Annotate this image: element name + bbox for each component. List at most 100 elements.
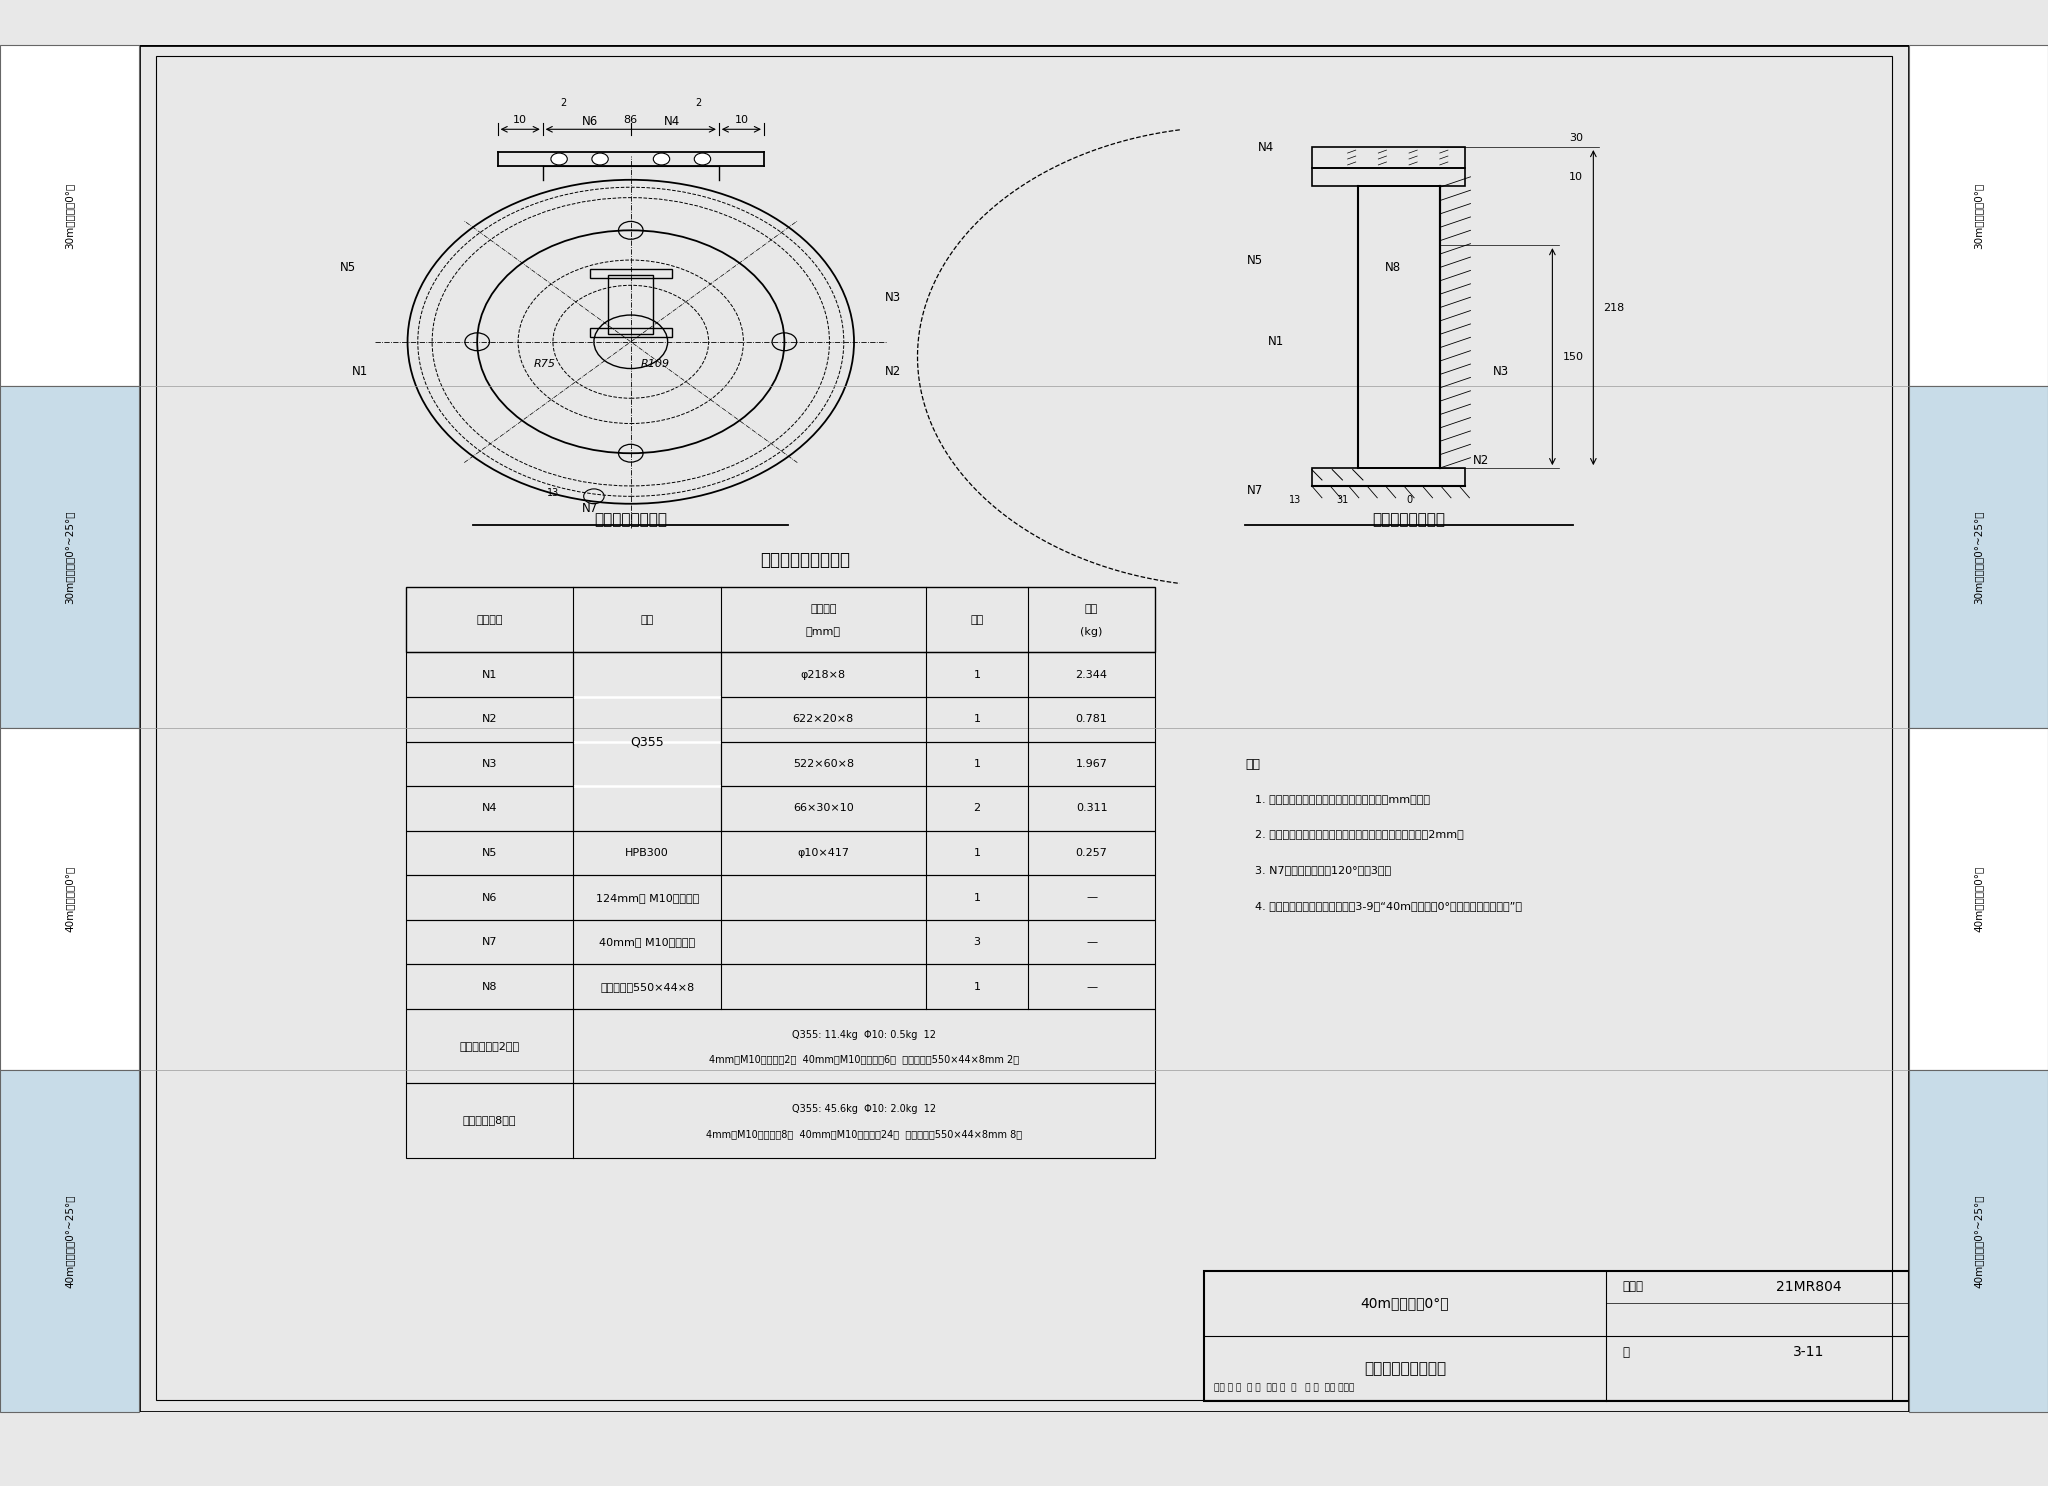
FancyBboxPatch shape xyxy=(0,728,139,1070)
Text: —: — xyxy=(1085,893,1098,902)
Text: 1. 本图尺寸除特殊说明外，其余均以毫米（mm）计；: 1. 本图尺寸除特殊说明外，其余均以毫米（mm）计； xyxy=(1255,794,1430,804)
FancyBboxPatch shape xyxy=(0,1070,139,1412)
FancyBboxPatch shape xyxy=(1909,386,2048,728)
Text: 数量: 数量 xyxy=(971,615,983,624)
Circle shape xyxy=(551,153,567,165)
Text: N5: N5 xyxy=(481,849,498,857)
Circle shape xyxy=(694,153,711,165)
Text: Q355: 45.6kg  Φ10: 2.0kg  12: Q355: 45.6kg Φ10: 2.0kg 12 xyxy=(793,1104,936,1114)
Text: 30: 30 xyxy=(1569,134,1583,143)
Text: R75: R75 xyxy=(535,360,555,369)
Text: N1: N1 xyxy=(481,670,498,679)
Text: 0.781: 0.781 xyxy=(1075,715,1108,724)
Bar xyxy=(406,831,1155,875)
Text: 波腹板检查孔构造图: 波腹板检查孔构造图 xyxy=(1364,1361,1446,1376)
Bar xyxy=(406,786,1155,831)
Text: 4. 检查孔构置位置详见本图集第3-9页“40m跨（斜度0°）主梁波腹板构造图”。: 4. 检查孔构置位置详见本图集第3-9页“40m跨（斜度0°）主梁波腹板构造图”… xyxy=(1255,901,1522,911)
Text: N4: N4 xyxy=(481,804,498,813)
Text: 2. 锂板焊接采用贴角焊缝，焊脚高度为较薄板件厚度减去2mm；: 2. 锂板焊接采用贴角焊缝，焊脚高度为较薄板件厚度减去2mm； xyxy=(1255,829,1464,840)
Text: 0.311: 0.311 xyxy=(1075,804,1108,813)
Text: N1: N1 xyxy=(1268,336,1284,348)
Text: φ10×417: φ10×417 xyxy=(797,849,850,857)
Text: N3: N3 xyxy=(885,291,901,303)
Text: 审核 余 光  金 龙  校对 蒋  华   海 中  设计 郭夫农: 审核 余 光 金 龙 校对 蒋 华 海 中 设计 郭夫农 xyxy=(1214,1383,1354,1392)
Text: 1: 1 xyxy=(973,759,981,768)
Text: 13: 13 xyxy=(1290,495,1300,505)
Text: 86: 86 xyxy=(625,114,637,125)
Text: N4: N4 xyxy=(1257,141,1274,153)
Text: 1: 1 xyxy=(973,849,981,857)
Text: φ218×8: φ218×8 xyxy=(801,670,846,679)
Bar xyxy=(1311,147,1464,168)
Bar xyxy=(1204,1271,1909,1401)
Text: N8: N8 xyxy=(1384,262,1401,273)
Text: N2: N2 xyxy=(1473,455,1489,467)
Text: N3: N3 xyxy=(1493,366,1509,377)
Text: 图集号: 图集号 xyxy=(1622,1281,1642,1293)
Text: N2: N2 xyxy=(885,366,901,377)
Text: 10: 10 xyxy=(514,114,526,125)
Text: 0: 0 xyxy=(1407,495,1411,505)
Bar xyxy=(406,587,1155,652)
Text: 页: 页 xyxy=(1622,1346,1628,1358)
Text: 218: 218 xyxy=(1604,303,1624,312)
Text: 31: 31 xyxy=(1337,495,1348,505)
Bar xyxy=(406,742,1155,786)
Text: N7: N7 xyxy=(481,938,498,947)
Text: Q355: 11.4kg  Φ10: 0.5kg  12: Q355: 11.4kg Φ10: 0.5kg 12 xyxy=(793,1030,936,1040)
Text: 单片架合计（2个）: 单片架合计（2个） xyxy=(459,1042,520,1051)
Text: 2: 2 xyxy=(973,804,981,813)
Text: N7: N7 xyxy=(1247,484,1264,496)
Text: 材料编号: 材料编号 xyxy=(477,615,502,624)
Text: HPB300: HPB300 xyxy=(625,849,670,857)
Text: N6: N6 xyxy=(582,116,598,128)
Text: 13: 13 xyxy=(547,489,559,498)
Text: 21MR804: 21MR804 xyxy=(1776,1279,1841,1294)
Text: 3: 3 xyxy=(973,938,981,947)
Text: 1: 1 xyxy=(973,670,981,679)
Text: N6: N6 xyxy=(481,893,498,902)
Text: N5: N5 xyxy=(1247,254,1264,266)
Bar xyxy=(608,275,653,334)
Text: 150: 150 xyxy=(1563,352,1583,361)
Text: N1: N1 xyxy=(352,366,369,377)
Bar xyxy=(1311,468,1464,486)
Text: 0.257: 0.257 xyxy=(1075,849,1108,857)
Text: 2: 2 xyxy=(694,98,702,108)
Text: (kg): (kg) xyxy=(1081,627,1102,636)
Text: —: — xyxy=(1085,982,1098,991)
Text: 10: 10 xyxy=(1569,172,1583,181)
Text: 1: 1 xyxy=(973,715,981,724)
Text: 30m跨（斜度0°）: 30m跨（斜度0°） xyxy=(1974,183,1982,248)
Circle shape xyxy=(592,153,608,165)
FancyBboxPatch shape xyxy=(1909,45,2048,386)
FancyBboxPatch shape xyxy=(1909,1070,2048,1412)
Text: 4mm长M10普通螺栋8套  40mm长M10普通螺栋24套  密封橡胶条550×44×8mm 8个: 4mm长M10普通螺栋8套 40mm长M10普通螺栋24套 密封橡胶条550×4… xyxy=(707,1129,1022,1138)
Text: 波腹板检查孔数量表: 波腹板检查孔数量表 xyxy=(760,551,850,569)
Text: 40mm长 M10普通螺栋: 40mm长 M10普通螺栋 xyxy=(600,938,694,947)
FancyBboxPatch shape xyxy=(0,45,139,386)
Text: N5: N5 xyxy=(340,262,356,273)
Text: 密封橡胶条550×44×8: 密封橡胶条550×44×8 xyxy=(600,982,694,991)
Text: N3: N3 xyxy=(481,759,498,768)
Bar xyxy=(1311,168,1464,186)
Text: 材料规格: 材料规格 xyxy=(811,605,836,614)
Circle shape xyxy=(653,153,670,165)
Text: 3. N7螺栋按径向角度120°设罩3处；: 3. N7螺栋按径向角度120°设罩3处； xyxy=(1255,865,1391,875)
Text: 检查孔构造图立面: 检查孔构造图立面 xyxy=(594,513,668,528)
Bar xyxy=(406,652,1155,697)
Text: 30m跨（斜度0°~25°）: 30m跨（斜度0°~25°） xyxy=(1974,511,1982,603)
Text: 622×20×8: 622×20×8 xyxy=(793,715,854,724)
Text: 40m跨（斜度0°）: 40m跨（斜度0°） xyxy=(1974,866,1982,932)
Bar xyxy=(406,1083,1155,1158)
Text: 1: 1 xyxy=(973,982,981,991)
Text: 30m跨（斜度0°）: 30m跨（斜度0°） xyxy=(66,183,74,248)
Text: 10: 10 xyxy=(735,114,748,125)
Text: N7: N7 xyxy=(582,502,598,514)
Text: 1: 1 xyxy=(973,893,981,902)
Text: 40m跨（斜度0°）: 40m跨（斜度0°） xyxy=(1360,1296,1450,1311)
Text: 40m跨（斜度0°~25°）: 40m跨（斜度0°~25°） xyxy=(66,1195,74,1287)
Text: 检查孔构造图侧面: 检查孔构造图侧面 xyxy=(1372,513,1446,528)
Text: （mm）: （mm） xyxy=(805,627,842,636)
Text: 124mm长 M10普通螺栋: 124mm长 M10普通螺栋 xyxy=(596,893,698,902)
